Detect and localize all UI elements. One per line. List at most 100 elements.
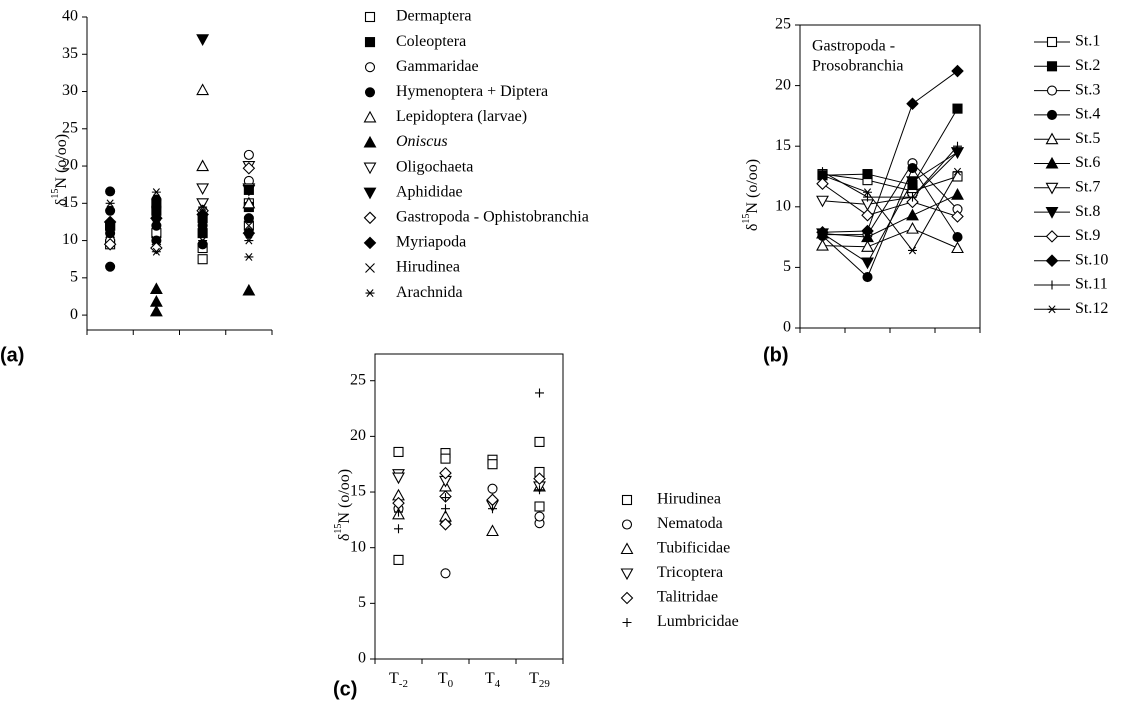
legend-label: St.5 xyxy=(1075,130,1100,147)
y-tick-label: 10 xyxy=(350,538,366,555)
marker xyxy=(534,501,545,512)
marker xyxy=(533,472,546,485)
marker xyxy=(1045,207,1059,219)
marker xyxy=(243,220,254,231)
y-axis-label-part: N (o/oo) xyxy=(53,134,70,189)
marker xyxy=(105,199,115,208)
y-tick-label: 0 xyxy=(358,650,366,667)
y-tick-label: 5 xyxy=(358,594,366,611)
marker xyxy=(197,220,208,231)
legend-label: St.1 xyxy=(1075,33,1100,50)
legend-label: St.12 xyxy=(1075,300,1108,317)
y-axis-label-part: δ xyxy=(336,534,353,542)
marker xyxy=(816,238,829,251)
marker xyxy=(149,295,163,307)
legend-label: St.10 xyxy=(1075,251,1108,268)
legend-label: Hirudinea xyxy=(396,259,460,276)
marker xyxy=(150,241,163,255)
y-axis-label: δ15N (o/oo) xyxy=(741,159,760,231)
marker xyxy=(394,507,403,517)
marker xyxy=(1045,182,1059,195)
y-tick-label: 20 xyxy=(775,76,791,93)
x-tick-base: T xyxy=(485,670,495,687)
y-axis-label-part: δ xyxy=(53,199,70,207)
legend-label: Lepidoptera (larvae) xyxy=(396,108,527,125)
y-tick-label: 5 xyxy=(70,269,78,286)
legend-label: Hirudinea xyxy=(657,491,721,508)
marker xyxy=(103,238,117,251)
series-line xyxy=(822,70,958,233)
series-line xyxy=(822,183,958,217)
marker xyxy=(951,241,964,254)
marker xyxy=(861,209,874,222)
marker xyxy=(1047,280,1057,290)
series-line xyxy=(822,194,958,238)
marker xyxy=(196,34,210,46)
legend-label: Gammaridae xyxy=(396,58,479,75)
marker xyxy=(393,554,404,565)
marker xyxy=(908,246,917,255)
y-tick-label: 0 xyxy=(70,306,78,323)
marker xyxy=(953,167,962,176)
legend-label: Gastropoda - Ophistobranchia xyxy=(396,208,589,225)
marker xyxy=(242,283,256,296)
marker xyxy=(906,97,919,111)
marker xyxy=(242,162,256,175)
legend-label: Tubificidae xyxy=(657,540,730,557)
series-line xyxy=(822,228,958,249)
x-tick-subscript: 29 xyxy=(539,678,551,690)
marker xyxy=(151,188,161,197)
legend-label: Nematoda xyxy=(657,515,723,532)
marker xyxy=(861,224,874,238)
marker xyxy=(1046,36,1058,48)
marker xyxy=(440,453,451,464)
marker xyxy=(620,591,634,605)
marker xyxy=(105,228,116,239)
marker xyxy=(105,261,116,272)
marker xyxy=(534,436,545,447)
marker xyxy=(535,485,544,495)
marker xyxy=(242,226,256,240)
marker xyxy=(196,83,210,96)
y-axis-label-part: N (o/oo) xyxy=(744,159,761,214)
marker xyxy=(816,195,829,208)
marker xyxy=(392,472,405,485)
panel-title: Gastropoda - xyxy=(812,38,895,55)
y-axis-label: δ15N (o/oo) xyxy=(50,134,69,206)
series-line xyxy=(822,171,958,252)
marker xyxy=(439,466,452,480)
y-tick-label: 15 xyxy=(62,194,78,211)
marker xyxy=(906,221,919,234)
marker xyxy=(441,504,450,514)
y-axis-label-part: N (o/oo) xyxy=(336,469,353,524)
x-tick-base: T xyxy=(529,670,539,687)
y-tick-label: 25 xyxy=(350,371,366,388)
marker xyxy=(488,504,497,514)
x-tick-label: T0 xyxy=(438,670,454,690)
marker xyxy=(243,149,254,160)
marker xyxy=(534,511,545,522)
marker xyxy=(365,263,375,273)
marker xyxy=(105,186,116,197)
marker xyxy=(244,236,254,245)
marker xyxy=(364,87,376,98)
legend-label: Myriapoda xyxy=(396,234,466,251)
y-tick-label: 20 xyxy=(62,157,78,174)
marker xyxy=(196,208,209,221)
marker xyxy=(862,169,873,180)
marker xyxy=(861,240,874,252)
marker xyxy=(103,215,117,229)
marker xyxy=(364,62,376,73)
series-line xyxy=(822,108,958,186)
marker xyxy=(244,253,254,261)
legend-label: Coleoptera xyxy=(396,33,466,50)
y-tick-label: 35 xyxy=(62,45,78,62)
legend-label: St.2 xyxy=(1075,57,1100,74)
marker xyxy=(487,483,498,494)
legend-label: St.9 xyxy=(1075,227,1100,244)
y-tick-label: 10 xyxy=(62,231,78,248)
marker xyxy=(363,211,377,225)
legend-label: Aphididae xyxy=(396,183,463,200)
marker xyxy=(441,493,450,503)
marker xyxy=(393,446,404,458)
